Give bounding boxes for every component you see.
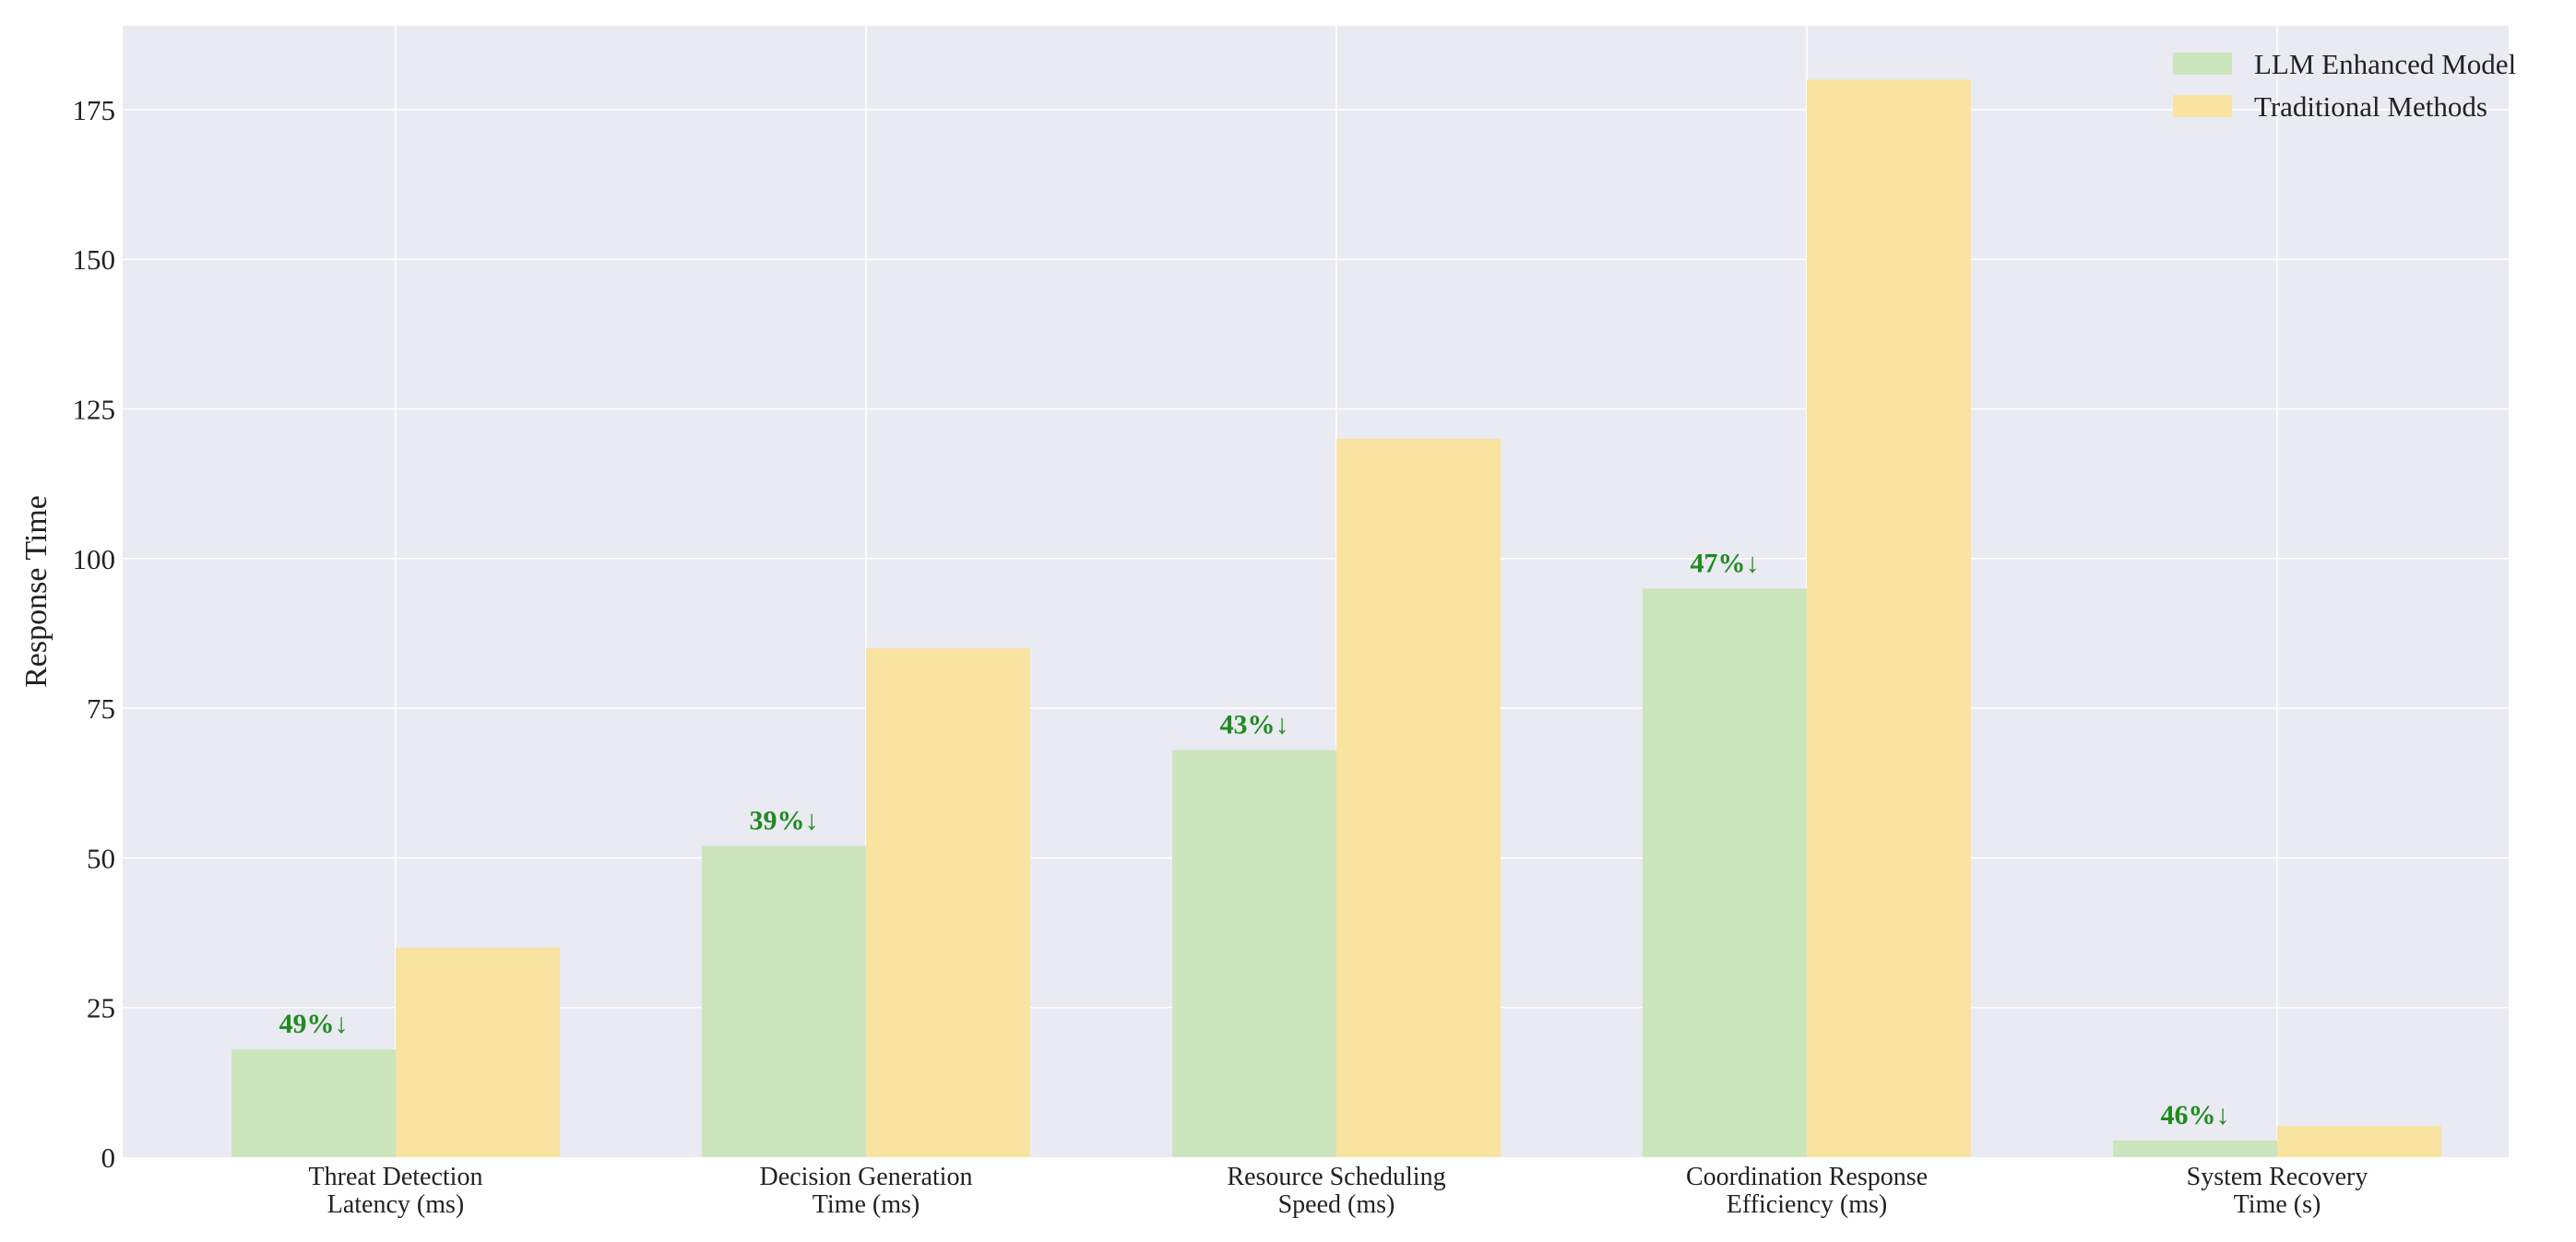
- x-tick-label: Threat Detection: [309, 1163, 483, 1191]
- x-tick-label: System Recovery: [2187, 1163, 2368, 1191]
- annotations: 49%↓ 39%↓ 43%↓ 47%↓ 46%↓: [279, 548, 2230, 1130]
- x-tick-label: Resource Scheduling: [1227, 1163, 1445, 1191]
- x-tick-label: Time (ms): [813, 1190, 920, 1219]
- y-tick-label: 50: [87, 842, 115, 874]
- x-tick-label: Speed (ms): [1278, 1190, 1395, 1219]
- y-tick-label: 100: [73, 543, 116, 575]
- legend-swatch: [2173, 95, 2232, 117]
- x-tick-label: Latency (ms): [327, 1190, 465, 1219]
- legend-label: LLM Enhanced Model: [2254, 48, 2516, 80]
- bar-traditional: [396, 947, 560, 1157]
- y-tick-label: 150: [73, 243, 116, 276]
- bar-llm-enhanced: [1643, 588, 1807, 1157]
- y-tick-label: 175: [73, 94, 116, 126]
- bar-llm-enhanced: [702, 846, 866, 1157]
- bar-traditional: [2277, 1126, 2441, 1157]
- y-axis-label: Response Time: [19, 495, 53, 688]
- reduction-label: 43%↓: [1220, 710, 1289, 740]
- legend-label: Traditional Methods: [2254, 90, 2487, 123]
- y-axis: 0 25 50 75 100 125 150 175: [73, 94, 116, 1174]
- bar-traditional: [866, 648, 1030, 1157]
- bars: [231, 79, 2441, 1157]
- y-tick-label: 25: [87, 992, 115, 1024]
- x-tick-label: Decision Generation: [760, 1163, 973, 1191]
- reduction-label: 47%↓: [1691, 548, 1760, 578]
- y-tick-label: 0: [101, 1141, 116, 1174]
- bar-llm-enhanced: [2113, 1140, 2277, 1157]
- x-tick-label: Time (s): [2234, 1190, 2321, 1219]
- bar-llm-enhanced: [1172, 750, 1336, 1157]
- bar-llm-enhanced: [231, 1049, 396, 1157]
- x-tick-label: Efficiency (ms): [1727, 1190, 1887, 1219]
- reduction-label: 49%↓: [279, 1009, 349, 1039]
- reduction-label: 46%↓: [2161, 1100, 2230, 1130]
- bar-traditional: [1807, 79, 1971, 1157]
- reduction-label: 39%↓: [750, 805, 819, 835]
- legend-swatch: [2173, 53, 2232, 75]
- legend: LLM Enhanced Model Traditional Methods: [2173, 48, 2516, 123]
- x-tick-label: Coordination Response: [1686, 1163, 1928, 1191]
- y-tick-label: 75: [87, 692, 115, 725]
- bar-traditional: [1336, 438, 1501, 1157]
- y-tick-label: 125: [73, 393, 116, 425]
